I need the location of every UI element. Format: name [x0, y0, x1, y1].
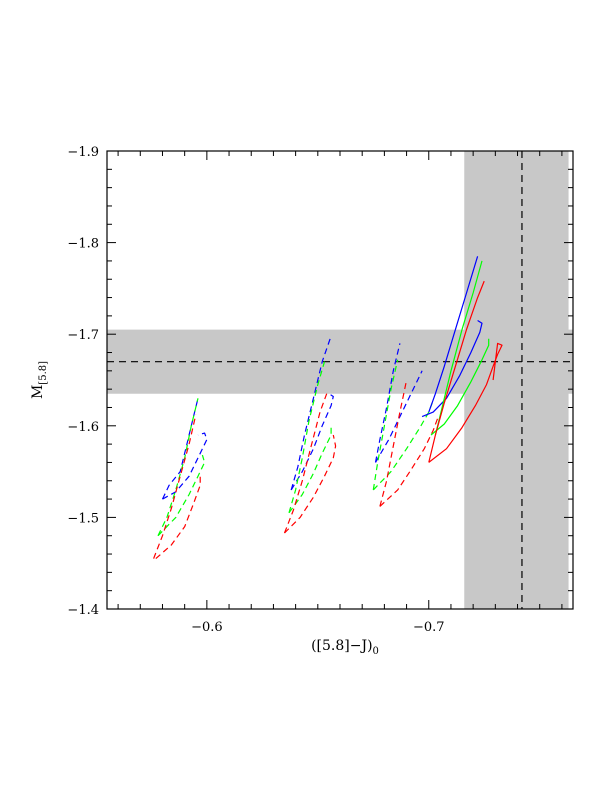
- y-tick-label: −1.8: [67, 237, 99, 252]
- observed-bands: [107, 151, 573, 609]
- y-tick-label: −1.7: [67, 328, 99, 343]
- track-red-dashed-5: [153, 414, 197, 559]
- axis-tick-labels: −0.6 −0.7 −1.4 −1.5 −1.6 −1.7 −1.8 −1.9: [67, 145, 444, 635]
- track-blue-dashed-13: [374, 343, 401, 463]
- y-tick-label: −1.6: [67, 420, 99, 435]
- track-blue-dashed-2: [162, 432, 208, 500]
- track-green-dashed-10: [288, 425, 332, 514]
- track-green-dashed-4: [157, 454, 206, 537]
- x-tick-label: −0.7: [413, 620, 445, 635]
- track-green-dashed-9: [288, 361, 326, 513]
- y-axis-label: M[5.8]: [30, 361, 49, 399]
- track-red-solid-23: [428, 280, 485, 463]
- track-green-dashed-16: [372, 399, 434, 491]
- track-blue-dashed-7: [290, 335, 332, 491]
- track-green-solid-22: [430, 338, 490, 436]
- track-red-solid-24: [428, 342, 503, 463]
- x-axis-label: ([5.8]−J)0: [311, 638, 379, 657]
- y-tick-label: −1.9: [67, 145, 99, 160]
- y-tick-label: −1.5: [67, 511, 99, 526]
- track-blue-solid-20: [421, 319, 483, 418]
- model-tracks: [153, 256, 503, 560]
- track-green-dashed-15: [372, 359, 399, 490]
- track-blue-dashed-1: [161, 398, 199, 500]
- track-green-dashed-3: [157, 398, 199, 536]
- track-red-dashed-18: [379, 418, 439, 507]
- track-red-dashed-11: [283, 393, 328, 534]
- track-green-solid-21: [434, 260, 483, 436]
- track-blue-dashed-14: [374, 370, 423, 463]
- track-blue-dashed-8: [290, 393, 334, 491]
- track-red-dashed-6: [155, 476, 201, 560]
- y-tick-label: −1.4: [67, 603, 99, 618]
- track-blue-solid-19: [428, 256, 479, 413]
- axis-ticks: [107, 150, 573, 610]
- x-tick-label: −0.6: [191, 620, 223, 635]
- track-red-dashed-17: [379, 379, 408, 507]
- track-red-dashed-12: [284, 434, 337, 534]
